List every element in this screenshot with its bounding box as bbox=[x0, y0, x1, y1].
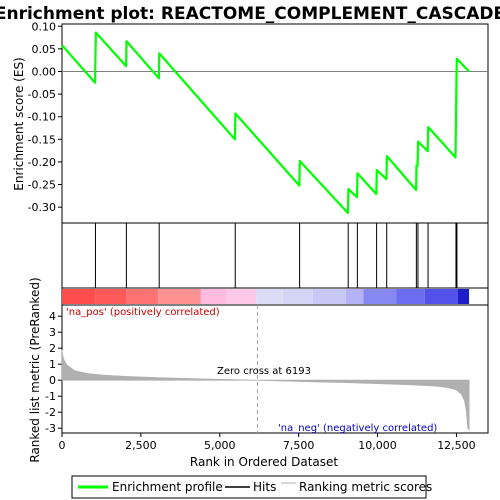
es-y-tick-label: -0.15 bbox=[28, 133, 56, 146]
metric-y-tick-label: -2 bbox=[45, 406, 56, 419]
es-y-axis-title: Enrichment score (ES) bbox=[12, 57, 26, 190]
es-y-tick-label: 0.05 bbox=[32, 43, 57, 56]
enrichment-profile-line bbox=[62, 33, 469, 213]
x-axis-title: Rank in Ordered Dataset bbox=[190, 455, 338, 469]
es-y-tick-label: 0.10 bbox=[32, 20, 57, 33]
metric-y-tick-label: 2 bbox=[49, 342, 56, 355]
x-tick-label: 10,000 bbox=[358, 439, 397, 452]
metric-y-tick-label: -3 bbox=[45, 422, 56, 435]
ranking-bar-segment bbox=[425, 289, 458, 304]
ranking-bar-segment bbox=[158, 289, 201, 304]
legend-enrichment-label: Enrichment profile bbox=[112, 480, 223, 494]
x-axis: 0 2,500 5,000 7,500 10,000 12,500 bbox=[59, 433, 476, 452]
ranking-bar-segment bbox=[256, 289, 283, 304]
ranking-bar-segment bbox=[62, 289, 95, 304]
ranking-metric-area bbox=[62, 350, 469, 430]
x-tick-label: 5,000 bbox=[204, 439, 236, 452]
es-y-tick-label: -0.30 bbox=[28, 201, 56, 214]
metric-y-tick-label: -1 bbox=[45, 390, 56, 403]
zero-cross-label: Zero cross at 6193 bbox=[217, 366, 311, 377]
metric-y-tick-label: 1 bbox=[49, 358, 56, 371]
metric-y-tick-label: 0 bbox=[49, 374, 56, 387]
ranking-bar-segment bbox=[458, 289, 469, 304]
x-tick-label: 2,500 bbox=[125, 439, 157, 452]
es-y-tick-label: -0.10 bbox=[28, 111, 56, 124]
es-y-tick-label: -0.25 bbox=[28, 179, 56, 192]
neg-correlated-label: 'na_neg' (negatively correlated) bbox=[278, 423, 437, 434]
metric-y-axis-title: Ranked list metric (PreRanked) bbox=[28, 277, 42, 462]
metric-y-axis: 4 3 2 1 0 -1 -2 -3 bbox=[45, 310, 62, 435]
x-tick-label: 7,500 bbox=[283, 439, 315, 452]
ranking-bar-segment bbox=[363, 289, 396, 304]
legend-hits-label: Hits bbox=[253, 480, 276, 494]
ranking-bar-segment bbox=[313, 289, 346, 304]
chart-title: Enrichment plot: REACTOME_COMPLEMENT_CAS… bbox=[0, 4, 500, 24]
enrichment-profile-series bbox=[62, 33, 469, 213]
ranking-bar-segment bbox=[127, 289, 159, 304]
ranking-bar-segment bbox=[226, 289, 256, 304]
ranking-color-bar bbox=[62, 289, 469, 304]
legend-ranking-label: Ranking metric scores bbox=[299, 480, 432, 494]
ranking-bar-segment bbox=[283, 289, 313, 304]
es-y-tick-label: -0.05 bbox=[28, 88, 56, 101]
es-y-tick-label: 0.00 bbox=[32, 65, 57, 78]
es-y-tick-label: -0.20 bbox=[28, 156, 56, 169]
ranking-bar-segment bbox=[396, 289, 424, 304]
x-tick-label: 12,500 bbox=[437, 439, 476, 452]
pos-correlated-label: 'na_pos' (positively correlated) bbox=[66, 307, 220, 318]
es-y-axis: 0.10 0.05 0.00 -0.05 -0.10 -0.15 -0.20 -0.25 -0.… bbox=[28, 20, 62, 214]
metric-y-tick-label: 4 bbox=[49, 310, 56, 323]
x-tick-label: 0 bbox=[59, 439, 66, 452]
ranking-bar-segment bbox=[346, 289, 363, 304]
ranking-bar-segment bbox=[201, 289, 226, 304]
metric-y-tick-label: 3 bbox=[49, 326, 56, 339]
hits-series bbox=[95, 223, 456, 288]
ranking-bar-segment bbox=[95, 289, 127, 304]
